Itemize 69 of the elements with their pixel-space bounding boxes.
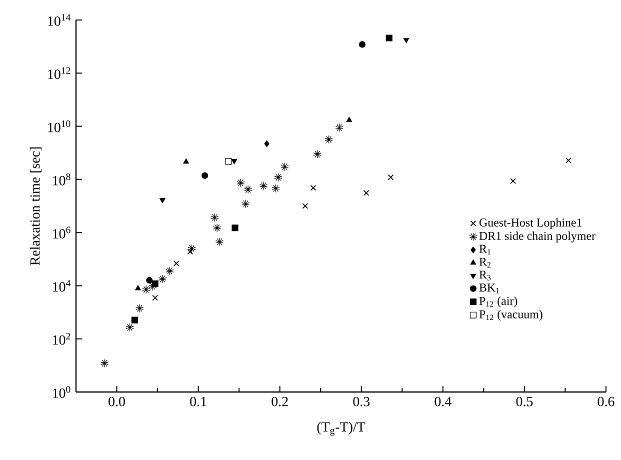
legend-label: DR1 side chain polymer: [479, 232, 596, 242]
point: [358, 41, 366, 48]
legend-label: R$_{2}$: [479, 258, 491, 268]
point: [146, 277, 153, 284]
y-tick-label: 10$^{2}$: [53, 332, 70, 345]
point: [160, 198, 166, 204]
point: [274, 173, 282, 182]
point: [212, 224, 222, 232]
point: [100, 359, 109, 368]
legend-label: Guest-Host Lophine1: [479, 218, 582, 230]
x-tick-label: 0.1: [190, 396, 206, 406]
y-tick-label: 10$^{4}$: [53, 280, 71, 292]
point: [188, 244, 196, 253]
legend-label: BK$_{1}$: [479, 284, 500, 294]
legend-label: P$_{12}$ (vacuum): [479, 310, 542, 321]
point: [158, 274, 167, 284]
point: [152, 294, 158, 301]
point: [136, 304, 144, 313]
legend-label: R$_{3}$: [479, 270, 491, 280]
x-tick-label: 0.2: [272, 396, 288, 406]
x-tick-label: 0.4: [434, 396, 452, 406]
y-tick-label: 10$^{14}$: [48, 14, 71, 26]
point: [403, 38, 410, 44]
point: [232, 224, 238, 232]
point: [210, 213, 219, 222]
point: [126, 323, 134, 332]
point: [363, 190, 370, 196]
point: [166, 266, 174, 276]
y-tick-label: 10$^{12}$: [48, 67, 70, 80]
x-tick-label: 0.0: [108, 396, 125, 406]
x-tick-label: 0.5: [516, 396, 533, 406]
point: [313, 150, 322, 158]
y-tick-label: 10$^{6}$: [53, 226, 70, 238]
y-tick-label: 10$^{10}$: [48, 120, 70, 132]
point: [135, 285, 141, 290]
point: [231, 159, 238, 164]
point: [510, 178, 516, 184]
point: [280, 162, 289, 172]
point: [152, 280, 158, 287]
point: [173, 260, 180, 266]
y-axis-title: Relaxation time [sec]: [30, 147, 42, 266]
point: [324, 135, 333, 144]
point: [388, 174, 394, 180]
point: [566, 157, 572, 164]
point: [335, 123, 344, 132]
point: [215, 238, 224, 246]
point: [225, 158, 232, 165]
point: [236, 178, 245, 188]
point: [386, 34, 392, 42]
point: [264, 140, 270, 148]
point: [131, 316, 138, 324]
y-tick-label: 10$^{0}$: [53, 386, 70, 398]
x-tick-label: 0.3: [353, 396, 370, 406]
y-tick-label: 10$^{8}$: [53, 174, 70, 186]
point: [302, 203, 308, 209]
point: [272, 184, 280, 193]
point: [148, 282, 157, 291]
point: [183, 158, 189, 164]
x-tick-label: 0.6: [598, 396, 614, 406]
x-axis-title: (T$_{g}$-T)/T: [317, 422, 366, 436]
point: [142, 285, 150, 294]
point: [244, 185, 252, 194]
point: [242, 200, 250, 208]
point: [346, 116, 352, 122]
point: [310, 184, 316, 191]
point: [259, 181, 268, 190]
legend-label: R$_{1}$: [479, 244, 490, 255]
point: [202, 172, 208, 179]
legend-label: P$_{12}$ (air): [479, 296, 518, 308]
